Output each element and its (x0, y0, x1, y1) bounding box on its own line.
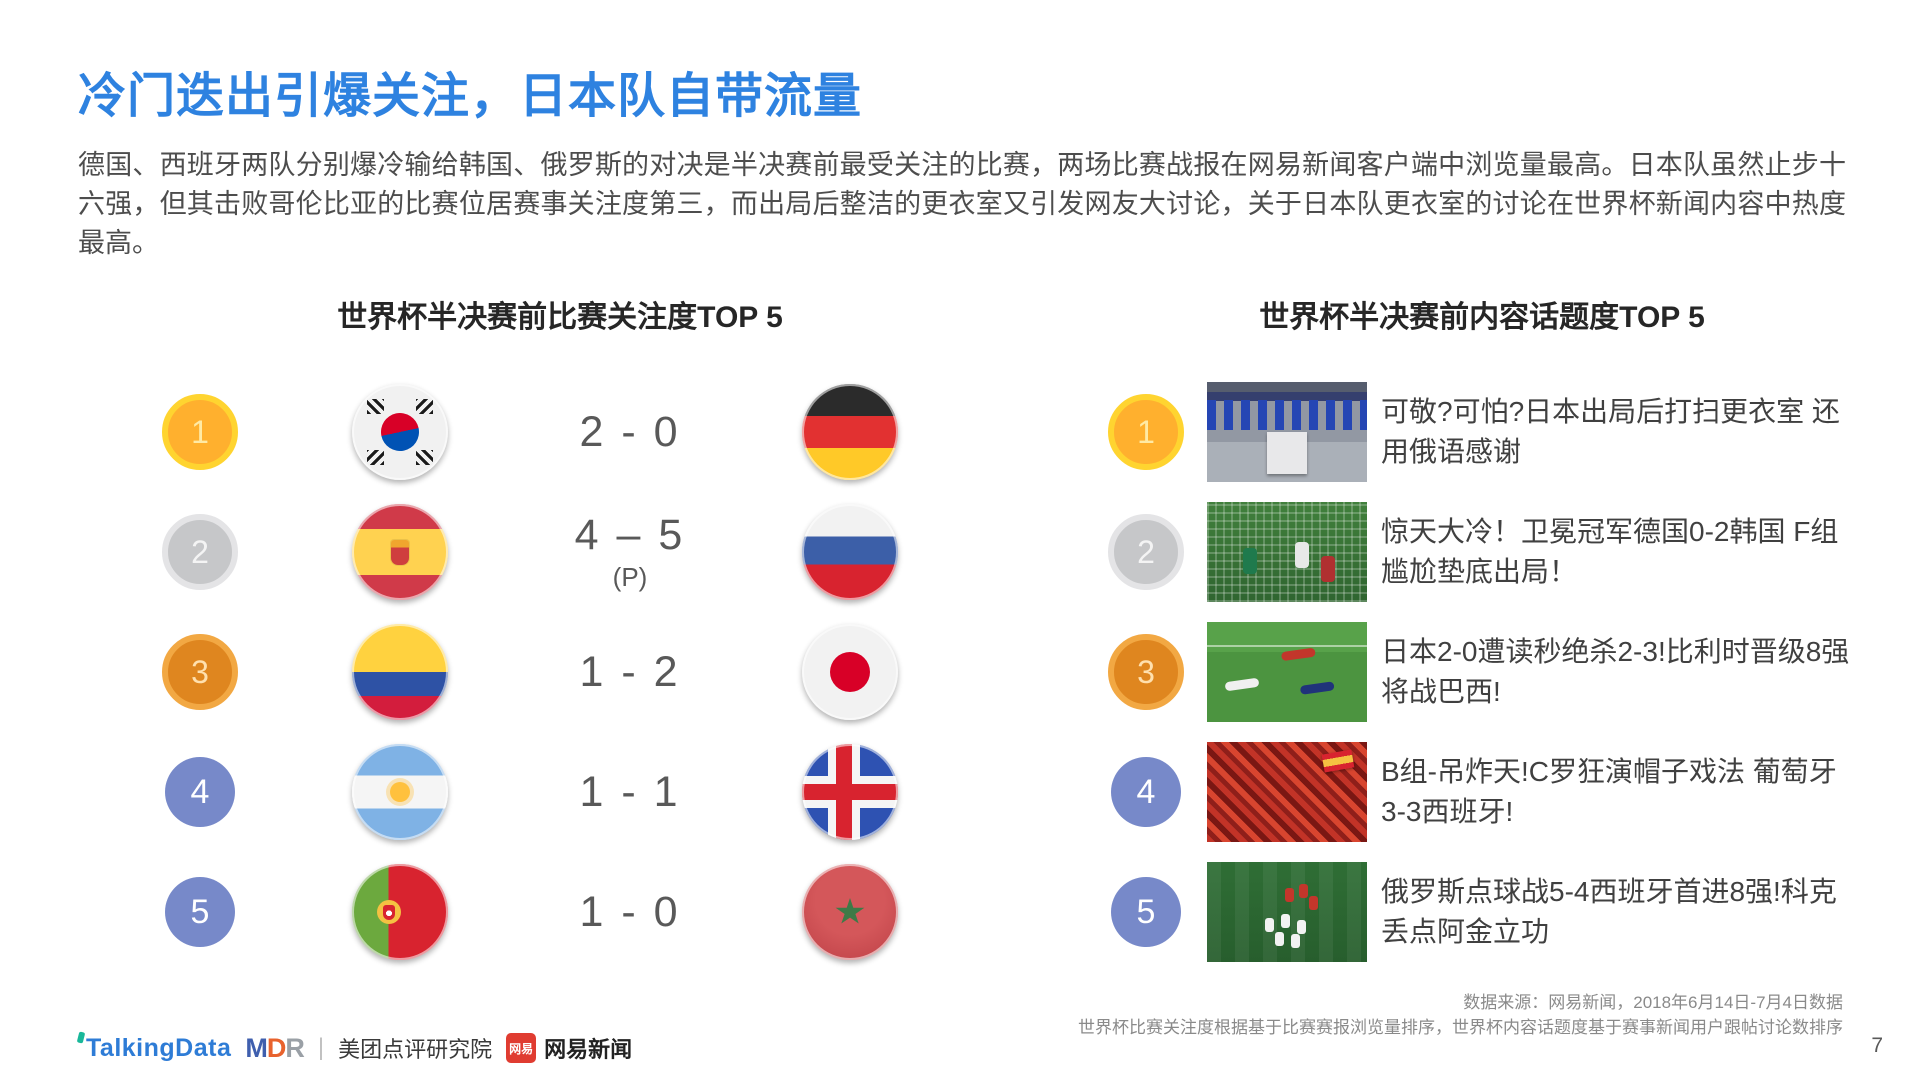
meituan-dianping-institute-label: 美团点评研究院 (338, 1037, 493, 1062)
rank-number: 4 (1136, 772, 1156, 811)
match-row: 5 1 - 0 (140, 852, 980, 972)
away-team-flag-icon (802, 864, 898, 960)
topic-row: 4 B组-吊炸天!C罗狂演帽子戏法 葡萄牙3-3西班牙! (1100, 732, 1864, 852)
away-team-flag-icon (802, 744, 898, 840)
home-team-flag-icon (352, 384, 448, 480)
rank-medal-icon: 2 (162, 514, 238, 590)
news-thumbnail (1206, 862, 1367, 962)
rank-medal-icon: 1 (162, 394, 238, 470)
mdr-logo: MDR (245, 1033, 304, 1064)
topic-ranking-title: 世界杯半决赛前内容话题度TOP 5 (1259, 301, 1705, 334)
talkingdata-logo: TalkingData (78, 1034, 231, 1063)
data-source-line2: 世界杯比赛关注度根据基于比赛赛报浏览量排序，世界杯内容话题度基于赛事新闻用户跟帖… (1078, 1018, 1843, 1037)
rank-medal-icon: 5 (1111, 877, 1181, 947)
match-score: 4 – 5 (574, 511, 686, 559)
match-row: 3 1 - 2 (140, 612, 980, 732)
rank-medal-icon: 1 (1108, 394, 1184, 470)
rank-number: 1 (191, 413, 209, 450)
news-thumbnail (1206, 382, 1367, 482)
page-number: 7 (1871, 1034, 1883, 1057)
match-row: 4 1 - 1 (140, 732, 980, 852)
away-team-flag-icon (802, 504, 898, 600)
footer-logos: TalkingData MDR | 美团点评研究院 网易 网易新闻 (78, 1032, 632, 1064)
mdr-letter-m: M (245, 1032, 267, 1063)
news-thumbnail (1206, 742, 1367, 842)
topic-ranking-rows: 1 可敬?可怕?日本出局后打扫更衣室 还用俄语感谢 2 惊天大冷！卫冕冠军德国0… (1100, 372, 1864, 972)
home-team-flag-icon (352, 864, 448, 960)
match-ranking-title: 世界杯半决赛前比赛关注度TOP 5 (337, 301, 783, 334)
rank-number: 2 (1137, 533, 1155, 570)
match-row: 1 2 - 0 (140, 372, 980, 492)
data-source-note: 数据来源：网易新闻，2018年6月14日-7月4日数据 世界杯比赛关注度根据基于… (1078, 990, 1843, 1040)
netease-badge-icon: 网易 (506, 1033, 537, 1063)
rank-number: 3 (1137, 653, 1155, 690)
logo-separator: | (317, 1034, 325, 1061)
news-headline: B组-吊炸天!C罗狂演帽子戏法 葡萄牙3-3西班牙! (1381, 756, 1837, 827)
news-headline: 可敬?可怕?日本出局后打扫更衣室 还用俄语感谢 (1381, 396, 1840, 467)
news-headline: 日本2-0遭读秒绝杀2-3!比利时晋级8强将战巴西! (1381, 636, 1850, 707)
rank-medal-icon: 2 (1108, 514, 1184, 590)
rank-number: 3 (191, 653, 209, 690)
rank-number: 5 (1136, 892, 1156, 931)
data-source-line1: 数据来源：网易新闻，2018年6月14日-7月4日数据 (1463, 993, 1843, 1012)
topic-row: 2 惊天大冷！卫冕冠军德国0-2韩国 F组尴尬垫底出局！ (1100, 492, 1864, 612)
match-score: 1 - 1 (579, 767, 681, 816)
news-thumbnail (1206, 622, 1367, 722)
rank-number: 5 (190, 892, 210, 931)
penalty-note: (P) (612, 562, 648, 592)
topic-ranking-section: 世界杯半决赛前内容话题度TOP 5 1 可敬?可怕?日本出局后打扫更衣室 还用俄… (1100, 296, 1864, 972)
rank-medal-icon: 4 (1111, 757, 1181, 827)
rank-medal-icon: 3 (1108, 634, 1184, 710)
topic-row: 3 日本2-0遭读秒绝杀2-3!比利时晋级8强将战巴西! (1100, 612, 1864, 732)
match-ranking-section: 世界杯半决赛前比赛关注度TOP 5 1 2 - 0 2 4 – 5 (P) 3 1… (140, 296, 980, 972)
netease-news-logo: 网易 网易新闻 (506, 1032, 632, 1064)
match-row: 2 4 – 5 (P) (140, 492, 980, 612)
news-thumbnail (1206, 502, 1367, 602)
intro-paragraph: 德国、西班牙两队分别爆冷输给韩国、俄罗斯的对决是半决赛前最受关注的比赛，两场比赛… (78, 150, 1846, 258)
away-team-flag-icon (802, 384, 898, 480)
rank-medal-icon: 4 (165, 757, 235, 827)
rank-medal-icon: 5 (165, 877, 235, 947)
page-title: 冷门迭出引爆关注，日本队自带流量 (78, 70, 863, 123)
match-score: 1 - 2 (579, 647, 681, 696)
topic-row: 1 可敬?可怕?日本出局后打扫更衣室 还用俄语感谢 (1100, 372, 1864, 492)
home-team-flag-icon (352, 624, 448, 720)
mdr-letter-d: D (266, 1032, 286, 1063)
news-headline: 俄罗斯点球战5-4西班牙首进8强!科克丢点阿金立功 (1381, 876, 1837, 947)
news-headline: 惊天大冷！卫冕冠军德国0-2韩国 F组尴尬垫底出局！ (1381, 516, 1839, 587)
rank-number: 1 (1137, 413, 1155, 450)
mdr-letter-r: R (285, 1032, 304, 1063)
rank-number: 4 (190, 772, 210, 811)
netease-news-label: 网易新闻 (544, 1037, 633, 1062)
match-ranking-rows: 1 2 - 0 2 4 – 5 (P) 3 1 - 2 4 1 - 1 (140, 372, 980, 972)
match-score: 1 - 0 (579, 887, 681, 936)
away-team-flag-icon (802, 624, 898, 720)
match-score: 2 - 0 (579, 407, 681, 456)
rank-number: 2 (191, 533, 209, 570)
home-team-flag-icon (352, 744, 448, 840)
rank-medal-icon: 3 (162, 634, 238, 710)
home-team-flag-icon (352, 504, 448, 600)
topic-row: 5 俄罗斯点球战5-4西班牙首进8强!科克丢点阿金立功 (1100, 852, 1864, 972)
